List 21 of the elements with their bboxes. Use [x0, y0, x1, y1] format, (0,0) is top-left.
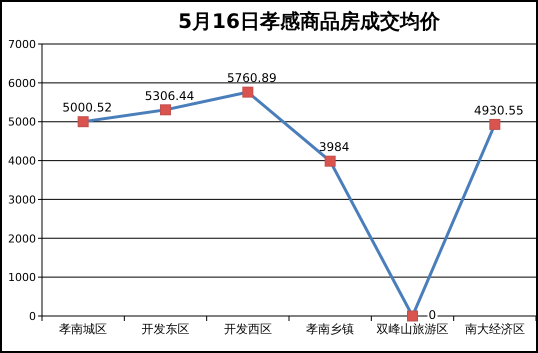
y-tick-label: 5000 — [8, 116, 36, 129]
x-tick-label: 孝南城区 — [59, 322, 108, 336]
data-label: 5306.44 — [144, 88, 194, 103]
y-tick-label: 7000 — [8, 38, 36, 51]
y-tick-label: 1000 — [8, 271, 36, 284]
y-tick-label: 6000 — [8, 76, 36, 90]
y-tick-label: 4000 — [8, 154, 36, 168]
data-label: 4930.55 — [474, 103, 524, 118]
y-tick-label: 0 — [29, 310, 36, 323]
x-tick-label: 双峰山旅游区 — [376, 322, 448, 336]
x-tick-label: 南大经济区 — [464, 322, 525, 336]
data-label: 5760.89 — [227, 71, 277, 86]
data-label: 3984 — [318, 140, 350, 154]
data-label: 0 — [428, 308, 436, 322]
x-tick-label: 开发西区 — [224, 322, 272, 336]
y-tick-label: 2000 — [8, 232, 36, 246]
data-label: 5000.52 — [62, 100, 112, 115]
y-tick-label: 3000 — [8, 193, 36, 206]
chart-title: 5月16日孝感商品房成交均价 — [178, 9, 441, 33]
x-tick-label: 开发东区 — [142, 322, 190, 336]
x-tick-label: 孝南乡镇 — [306, 322, 354, 336]
